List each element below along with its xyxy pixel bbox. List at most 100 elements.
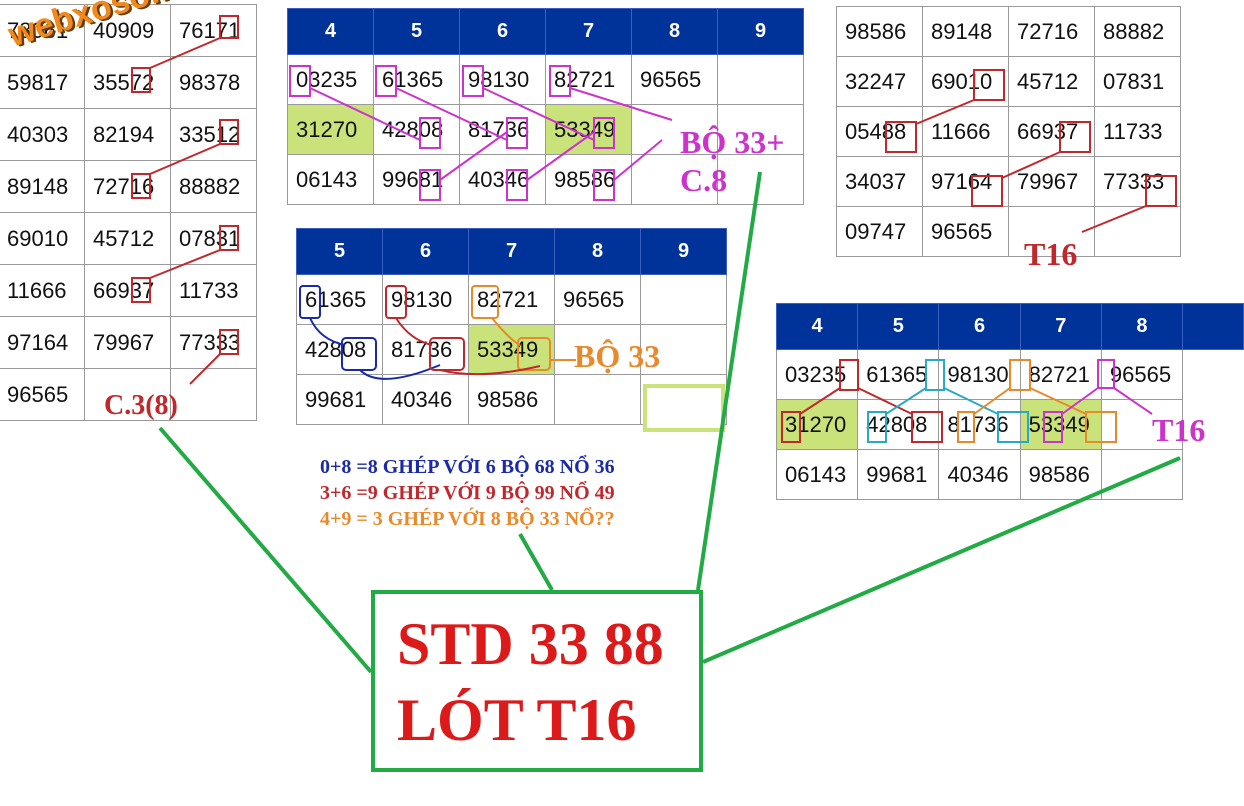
result-cell: 96565: [554, 274, 641, 325]
column-header: 7: [468, 228, 555, 275]
column-header: 5: [857, 303, 940, 350]
left-table-marks: [131, 15, 239, 385]
result-cell: 96565: [922, 206, 1009, 257]
table-row: 98586 89148 72716 88882: [836, 6, 1181, 57]
result-cell: 96565: [631, 54, 718, 105]
conclusion-box: STD 33 88 LÓT T16: [371, 590, 703, 772]
result-cell: 98586: [836, 6, 923, 57]
result-cell: [1008, 206, 1095, 257]
column-header: 6: [459, 8, 546, 55]
middle-table-marks: [299, 285, 576, 380]
result-cell: 45712: [84, 212, 171, 265]
column-header: 9: [640, 228, 727, 275]
result-cell: 40909: [84, 4, 171, 57]
result-cell: [717, 154, 804, 205]
left-results-table: 78061 40909 76171 59817 35572 98378 40303 82194…: [0, 4, 257, 421]
table-row: 59817 35572 98378: [0, 56, 257, 109]
bottom-right-table-marks: [781, 359, 1153, 443]
result-cell: 06143: [775, 449, 859, 500]
result-cell: 07831: [1094, 56, 1181, 107]
result-cell: 61365: [296, 274, 383, 325]
result-cell: 88882: [170, 160, 257, 213]
result-cell: 78061: [0, 4, 85, 57]
table-row: 03235 61365 98130 82721 96565: [287, 54, 804, 105]
result-cell: [631, 154, 718, 205]
rule-line-3: 4+9 = 3 GHÉP VỚI 8 BỘ 33 NỔ??: [320, 508, 615, 530]
conclusion-line-2: LÓT T16: [397, 687, 637, 753]
result-cell: 72716: [84, 160, 171, 213]
result-cell: [84, 368, 171, 421]
column-header: 7: [545, 8, 632, 55]
top-table-label-line2: C.8: [680, 162, 728, 198]
column-header: 8: [631, 8, 718, 55]
result-cell: 42808: [296, 324, 383, 375]
result-cell: 07831: [170, 212, 257, 265]
table-row: 40303 82194 33512: [0, 108, 257, 161]
table-row: 34037 97164 79967 77333: [836, 156, 1181, 207]
result-cell: 32247: [836, 56, 923, 107]
result-cell: 53349: [468, 324, 555, 375]
result-cell: 59817: [0, 56, 85, 109]
result-cell: [717, 104, 804, 155]
top-right-table-label: T16: [1024, 236, 1078, 272]
result-cell: 79967: [1008, 156, 1095, 207]
table-row: 09747 96565: [836, 206, 1181, 257]
rule-line-2: 3+6 =9 GHÉP VỚI 9 BỘ 99 NỔ 49: [320, 482, 615, 504]
top-table-marks: [289, 65, 673, 201]
result-cell: 11666: [0, 264, 85, 317]
table-row: 31270 42808 81736 53349: [287, 104, 804, 155]
column-header: 4: [775, 303, 859, 350]
table-row: 96565: [0, 368, 257, 421]
table-row: 32247 69010 45712 07831: [836, 56, 1181, 107]
column-header: 9: [717, 8, 804, 55]
result-cell: [640, 324, 727, 375]
result-cell: 11733: [170, 264, 257, 317]
result-cell: 89148: [0, 160, 85, 213]
column-header: 5: [373, 8, 460, 55]
result-cell: 77333: [1094, 156, 1181, 207]
result-cell: 98378: [170, 56, 257, 109]
column-header: 8: [1100, 303, 1184, 350]
rule-line-1: 0+8 =8 GHÉP VỚI 6 BỘ 68 NỔ 36: [320, 456, 615, 478]
result-cell: 34037: [836, 156, 923, 207]
column-header: 6: [938, 303, 1021, 350]
conclusion-line-1: STD 33 88: [397, 611, 664, 677]
result-cell: 97164: [922, 156, 1009, 207]
table-row: 06143 99681 40346 98586: [775, 449, 1244, 500]
result-cell: 88882: [1094, 6, 1181, 57]
result-cell: 96565: [0, 368, 85, 421]
result-cell: 72716: [1008, 6, 1095, 57]
table-row: 03235 61365 98130 82721 96565: [775, 349, 1244, 400]
top-right-table-marks: [885, 69, 1177, 233]
result-cell: 40346: [382, 374, 469, 425]
result-cell: 69010: [0, 212, 85, 265]
result-cell: [1094, 206, 1181, 257]
table-row: 69010 45712 07831: [0, 212, 257, 265]
top-table-label-line1: BỘ 33+: [680, 124, 785, 160]
middle-table-label: BỘ 33: [574, 338, 661, 374]
result-cell: [554, 374, 641, 425]
table-row: 42808 81736 53349: [296, 324, 727, 375]
column-header: 7: [1019, 303, 1102, 350]
result-cell: 98586: [545, 154, 632, 205]
result-cell: 40346: [938, 449, 1021, 500]
result-cell: [170, 368, 257, 421]
table-row: 89148 72716 88882: [0, 160, 257, 213]
result-cell: 89148: [922, 6, 1009, 57]
result-cell: [717, 54, 804, 105]
result-cell: 82721: [1019, 349, 1102, 400]
result-cell: 99681: [857, 449, 940, 500]
column-header: [1182, 303, 1244, 350]
result-cell: 35572: [84, 56, 171, 109]
result-cell: 09747: [836, 206, 923, 257]
result-cell: 31270: [287, 104, 374, 155]
result-cell: 98586: [468, 374, 555, 425]
column-header: 6: [382, 228, 469, 275]
column-header: 4: [287, 8, 374, 55]
result-cell: 98586: [1019, 449, 1102, 500]
result-cell: 53349: [545, 104, 632, 155]
